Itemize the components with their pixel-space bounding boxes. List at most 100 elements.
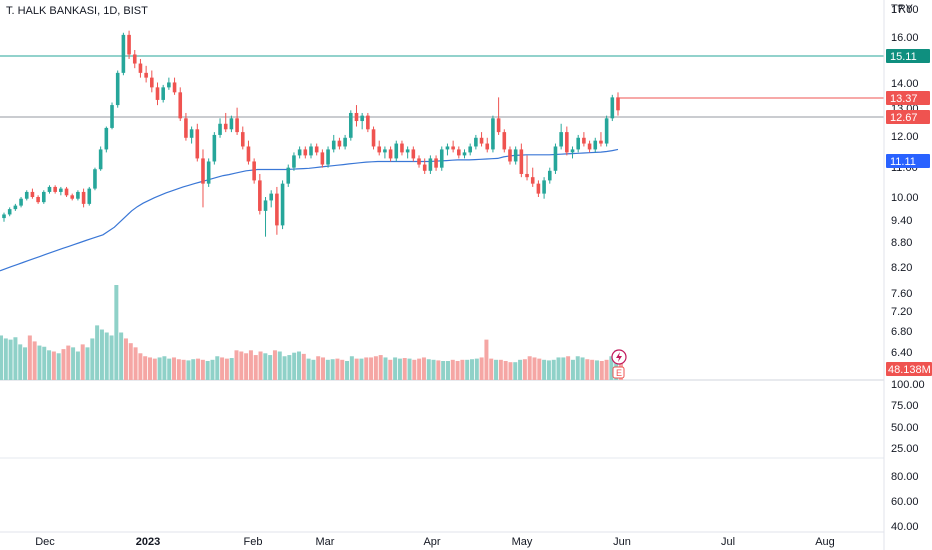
svg-text:15.11: 15.11 [890, 51, 917, 63]
svg-text:12.67: 12.67 [890, 112, 918, 124]
price-tick-label: 16.00 [891, 32, 919, 44]
volume-bar [66, 345, 71, 380]
volume-bar [436, 360, 441, 380]
volume-bar [172, 357, 177, 380]
candle-body [155, 87, 160, 100]
volume-bar [590, 359, 595, 380]
volume-bar [23, 347, 28, 380]
volume-bar [119, 332, 124, 380]
volume-bar [503, 361, 508, 380]
volume-bar [546, 360, 551, 380]
volume-bar [575, 356, 580, 380]
volume-bar [152, 358, 157, 380]
volume-bar [292, 352, 297, 380]
currency-label: TRY [891, 3, 913, 15]
earnings-e-icon[interactable]: E [612, 366, 625, 379]
volume-bar [157, 357, 162, 380]
candle-body [263, 200, 268, 211]
price-tick-label: 12.00 [891, 131, 919, 143]
volume-bar [196, 358, 201, 380]
candle-body [47, 186, 52, 192]
volume-bar [532, 357, 537, 380]
candle-body [76, 191, 80, 199]
badge-ma-value: 11.11 [886, 154, 930, 168]
candle-body [445, 146, 450, 150]
candle-body [610, 97, 615, 119]
time-tick-label: Jul [721, 536, 735, 548]
volume-bar [215, 356, 220, 380]
candle-body [337, 140, 342, 147]
candle-body [388, 149, 393, 159]
time-axis[interactable]: Dec 2023 Feb Mar Apr May Jun Jul Aug [35, 536, 835, 548]
candle-body [144, 72, 148, 78]
volume-bar [104, 332, 109, 380]
volume-bar [460, 359, 465, 380]
candle-body [24, 191, 29, 199]
badge-volume: 48.138M [886, 362, 932, 376]
volume-bar [609, 356, 614, 380]
volume-bar [321, 357, 326, 380]
candle-body [258, 180, 262, 211]
volume-bar [272, 350, 277, 380]
volume-bar [445, 361, 450, 380]
price-tick-label: 17.00 [891, 4, 919, 16]
price-tick-label: 6.80 [891, 326, 912, 338]
candle-body [348, 112, 353, 138]
volume-bar [205, 361, 210, 380]
time-tick-label: Jun [613, 536, 631, 548]
candle-body [366, 115, 370, 130]
volume-bar [224, 358, 229, 380]
volume-bar [388, 359, 393, 380]
volume-bar [80, 344, 85, 380]
volume-bar [378, 355, 383, 380]
lightning-event-icon[interactable] [611, 349, 627, 365]
candle-body [502, 132, 507, 150]
candle-body [7, 209, 12, 215]
volume-bar [71, 347, 76, 380]
volume-tick-label: 100.00 [891, 379, 925, 391]
oscillator-axis[interactable]: 80.00 60.00 40.00 [891, 471, 919, 533]
volume-bar [253, 355, 258, 380]
candle-body [98, 149, 103, 170]
time-tick-label: Dec [35, 536, 55, 548]
volume-bar [412, 359, 417, 380]
volume-bar [176, 359, 181, 380]
candle-body [587, 143, 592, 150]
volume-series [0, 285, 623, 380]
volume-bar [181, 359, 186, 380]
volume-bar [570, 359, 575, 380]
candle-body [604, 118, 609, 144]
candle-body [161, 87, 165, 100]
candle-body [269, 193, 274, 201]
volume-bar [349, 356, 354, 380]
volume-bar [522, 359, 527, 380]
candle-body [292, 155, 296, 168]
candle-body [411, 149, 416, 159]
candle-body [132, 54, 137, 64]
volume-bar [191, 359, 196, 380]
volume-bar [561, 357, 566, 380]
candle-body [195, 129, 200, 159]
candle-body [184, 118, 188, 138]
volume-bar [354, 358, 359, 380]
candle-body [377, 146, 382, 153]
candle-body [189, 129, 194, 138]
candle-body [59, 188, 63, 192]
candle-body [235, 118, 239, 133]
volume-tick-label: 50.00 [891, 422, 919, 434]
candle-body [104, 127, 109, 150]
volume-bar [311, 359, 316, 380]
volume-bar [32, 341, 37, 380]
volume-bar [421, 357, 426, 380]
volume-bar [90, 338, 95, 380]
volume-bar [61, 349, 66, 380]
price-tick-label: 8.80 [891, 237, 912, 249]
volume-bar [359, 358, 364, 380]
candle-body [19, 198, 23, 206]
candle-body [223, 123, 228, 130]
candle-body [121, 34, 126, 73]
volume-axis[interactable]: 100.00 75.00 50.00 25.00 [891, 379, 925, 455]
candle-body [218, 123, 222, 135]
volume-bar [75, 351, 80, 380]
